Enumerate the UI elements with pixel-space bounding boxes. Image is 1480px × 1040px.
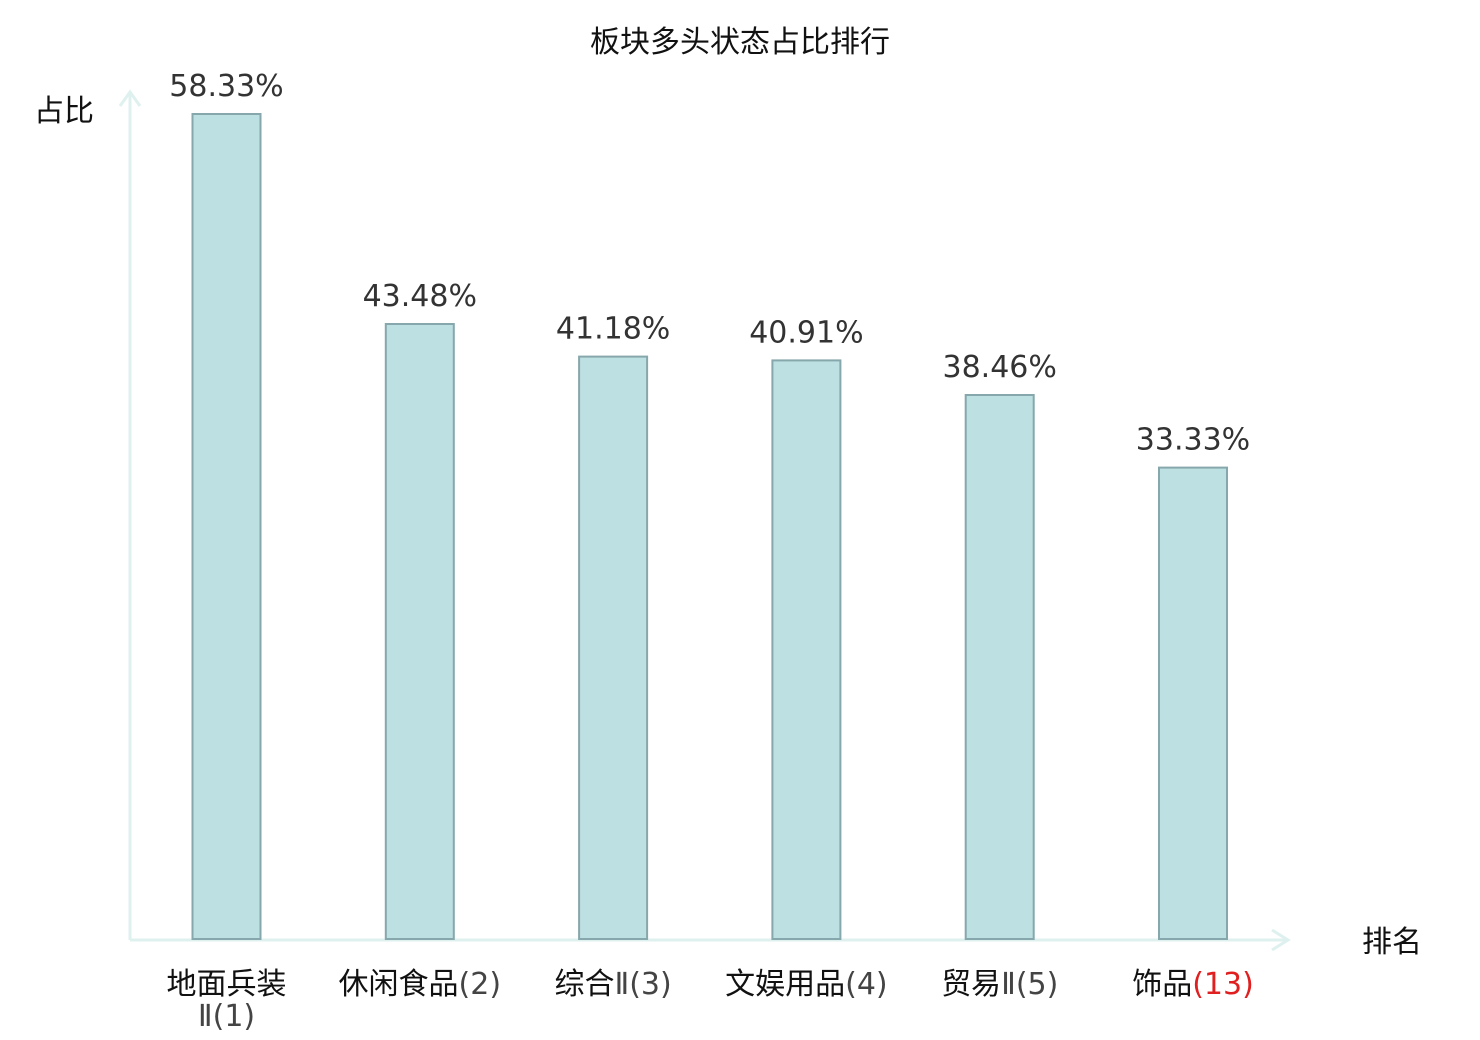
category-label: 文娱用品(4) (725, 967, 888, 1002)
chart-title: 板块多头状态占比排行 (590, 25, 890, 60)
bars-group (191, 113, 1228, 941)
category-label: 综合Ⅱ(3) (554, 967, 671, 1002)
category-label: 饰品(13) (1132, 967, 1254, 1002)
y-axis-title: 占比 (34, 94, 94, 129)
bar (191, 113, 262, 940)
y-axis (118, 89, 142, 940)
value-label: 41.18% (556, 312, 670, 347)
bar (771, 359, 842, 940)
value-label: 58.33% (169, 69, 283, 104)
bar (384, 323, 455, 940)
x-axis (130, 928, 1291, 952)
bar (964, 394, 1035, 940)
value-labels-group: 58.33% 43.48% 41.18% 40.91% 38.46% 33.33% (169, 69, 1250, 458)
value-label: 38.46% (943, 350, 1057, 385)
value-label: 40.91% (749, 315, 863, 350)
value-label: 33.33% (1136, 423, 1250, 458)
x-axis-title: 排名 (1362, 925, 1422, 960)
category-label: 地面兵装 Ⅱ(1) (167, 967, 287, 1034)
category-label: 休闲食品(2) (339, 967, 502, 1002)
bar (1158, 466, 1228, 940)
bar (578, 355, 649, 941)
category-labels-group: 地面兵装 Ⅱ(1) 休闲食品(2) 综合Ⅱ(3) 文娱用品(4) 贸易Ⅱ(5) 饰品(13) (167, 967, 1254, 1034)
category-label: 贸易Ⅱ(5) (941, 967, 1058, 1002)
value-label: 43.48% (363, 279, 477, 314)
